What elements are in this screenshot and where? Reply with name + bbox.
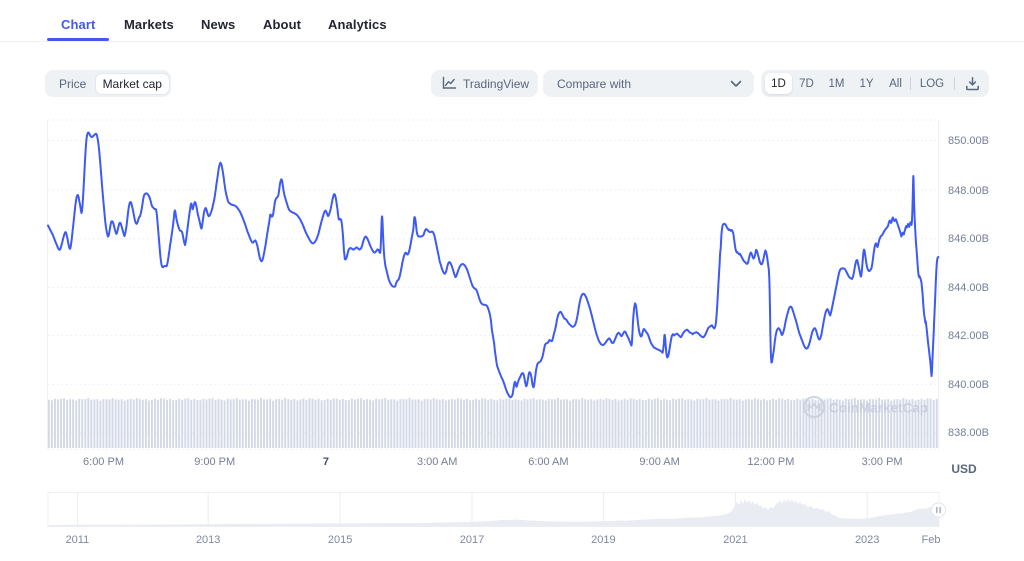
svg-text:CoinMarketCap: CoinMarketCap: [829, 401, 928, 416]
